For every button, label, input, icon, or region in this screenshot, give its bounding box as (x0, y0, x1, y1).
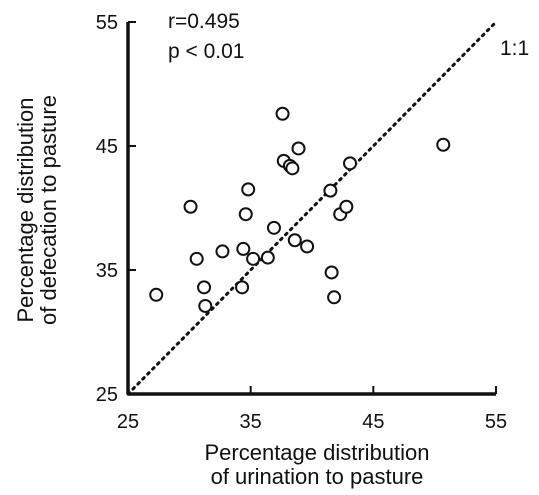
data-point-7 (235, 280, 250, 295)
data-point-1 (149, 287, 164, 302)
data-point-19 (291, 141, 306, 156)
data-point-13 (266, 220, 281, 235)
data-point-10 (241, 182, 256, 197)
data-point-8 (236, 241, 251, 256)
data-point-6 (215, 244, 230, 259)
data-point-14 (275, 106, 290, 121)
data-point-4 (197, 280, 212, 295)
points-layer (149, 106, 451, 313)
data-point-12 (260, 250, 275, 265)
data-point-17 (285, 161, 300, 176)
x-tick-label-25: 25 (117, 411, 139, 433)
x-tick-label-45: 45 (362, 411, 384, 433)
data-point-27 (436, 137, 451, 152)
y-tick-label-55: 55 (96, 12, 118, 34)
data-point-26 (343, 156, 358, 171)
correlation-label: r=0.495 (168, 10, 240, 33)
data-point-2 (183, 199, 198, 214)
data-point-18 (287, 233, 302, 248)
data-point-23 (327, 290, 342, 305)
data-point-25 (339, 199, 354, 214)
identity-line (126, 20, 498, 396)
data-point-22 (324, 265, 339, 280)
x-tick-label-55: 55 (485, 411, 507, 433)
p-value-label: p < 0.01 (168, 40, 244, 63)
data-point-11 (246, 251, 261, 266)
data-point-5 (198, 298, 213, 313)
identity-line-label: 1:1 (500, 37, 529, 60)
data-point-9 (238, 207, 253, 222)
y-axis-title-line-1: Percentage distribution (13, 97, 38, 322)
x-axis-title-line-2: of urination to pasture (211, 464, 424, 489)
data-point-20 (300, 239, 315, 254)
data-point-3 (189, 251, 204, 266)
data-point-21 (323, 183, 338, 198)
y-tick-label-45: 45 (96, 136, 118, 158)
y-tick-label-25: 25 (96, 384, 118, 406)
y-axis-title-line-2: of defecation to pasture (36, 95, 61, 325)
x-tick-label-35: 35 (240, 411, 262, 433)
x-axis-title-line-1: Percentage distribution (204, 440, 429, 465)
y-tick-label-35: 35 (96, 260, 118, 282)
